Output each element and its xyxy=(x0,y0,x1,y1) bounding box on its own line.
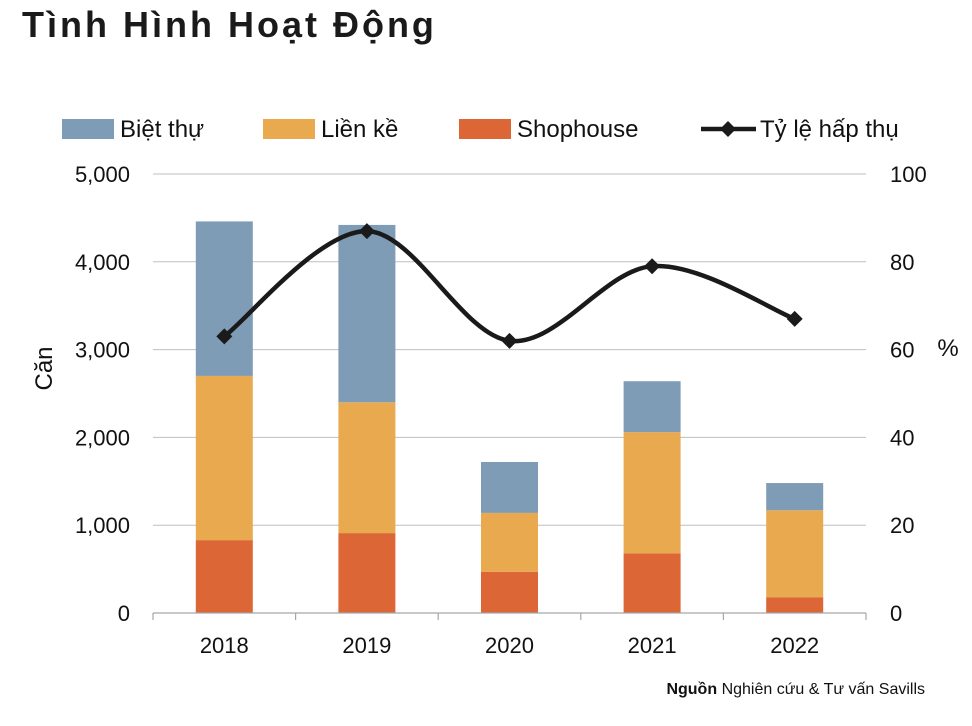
absorption-rate-line xyxy=(216,223,803,349)
bar-segment-shophouse xyxy=(623,553,681,613)
legend-label-lien-ke: Liền kề xyxy=(321,116,398,143)
source-text: Nghiên cứu & Tư vấn Savills xyxy=(721,681,925,698)
y-tick-label-right: 80 xyxy=(890,250,914,275)
y-tick-label-right: 100 xyxy=(890,162,927,187)
y-tick-label-left: 4,000 xyxy=(75,250,130,275)
absorption-rate-marker xyxy=(216,328,233,345)
legend-label-biet-thu: Biệt thự xyxy=(120,116,204,143)
source-note: Nguồn Nghiên cứu & Tư vấn Savills xyxy=(666,681,925,699)
legend-label-shophouse: Shophouse xyxy=(517,116,638,143)
y-tick-label-left: 2,000 xyxy=(75,425,130,450)
absorption-rate-marker xyxy=(501,332,518,349)
y-tick-label-right: 20 xyxy=(890,513,914,538)
y-axis-title-left: Căn xyxy=(31,346,58,390)
gridlines xyxy=(153,173,866,526)
y-tick-label-left: 1,000 xyxy=(75,513,130,538)
x-tick-label: 2019 xyxy=(342,633,391,658)
y-tick-label-left: 3,000 xyxy=(75,338,130,363)
bar-segment-biet-thu xyxy=(195,221,253,376)
bar-segment-biet-thu xyxy=(481,461,538,513)
bar-segment-lien-ke xyxy=(766,510,824,598)
bars xyxy=(195,221,824,613)
bar-segment-biet-thu xyxy=(338,224,396,403)
absorption-rate-path xyxy=(222,228,796,344)
bar-segment-lien-ke xyxy=(623,432,681,554)
x-tick-label: 2022 xyxy=(770,633,819,658)
legend: Biệt thự Liền kề Shophouse Tỷ lệ hấp thụ xyxy=(62,116,899,143)
x-tick-label: 2020 xyxy=(485,633,534,658)
legend-marker-absorption xyxy=(720,121,736,137)
bar-segment-shophouse xyxy=(481,571,538,613)
y-tick-label-left: 5,000 xyxy=(75,162,130,187)
bar-segment-biet-thu xyxy=(623,381,681,433)
x-tick-label: 2021 xyxy=(628,633,677,658)
y-axis-title-right: % xyxy=(937,335,958,362)
absorption-rate-marker xyxy=(786,310,803,327)
legend-swatch-biet-thu xyxy=(62,119,114,139)
absorption-rate-marker xyxy=(358,223,375,240)
bar-segment-lien-ke xyxy=(195,375,253,541)
y-tick-label-left: 0 xyxy=(118,601,130,626)
page-title: Tình Hình Hoạt Động xyxy=(22,4,437,45)
x-tick-label: 2018 xyxy=(200,633,249,658)
bar-segment-lien-ke xyxy=(338,402,396,534)
bar-segment-shophouse xyxy=(195,540,253,613)
y-tick-label-right: 0 xyxy=(890,601,902,626)
bar-segment-lien-ke xyxy=(481,512,538,572)
bar-segment-shophouse xyxy=(338,533,396,613)
legend-label-absorption: Tỷ lệ hấp thụ xyxy=(760,116,899,143)
source-label: Nguồn xyxy=(666,681,718,698)
legend-swatch-shophouse xyxy=(459,119,511,139)
bar-segment-biet-thu xyxy=(766,483,824,511)
legend-swatch-lien-ke xyxy=(263,119,315,139)
bar-segment-shophouse xyxy=(766,597,824,613)
absorption-rate-marker xyxy=(644,258,661,275)
axes: 0 0 1,000 20 2,000 40 3,000 60 4,000 80 5,000 100 20… xyxy=(31,162,959,658)
y-tick-label-right: 40 xyxy=(890,425,914,450)
y-tick-label-right: 60 xyxy=(890,338,914,363)
